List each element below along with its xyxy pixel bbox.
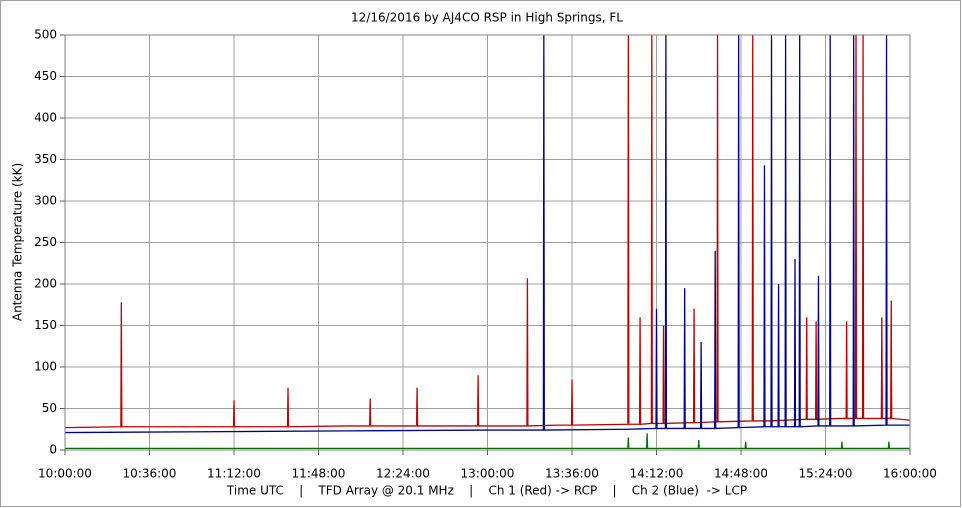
y-tick-label: 250 bbox=[34, 235, 57, 249]
y-tick-label: 450 bbox=[34, 69, 57, 83]
y-tick-label: 200 bbox=[34, 277, 57, 291]
x-axis-label: Time UTC | TFD Array @ 20.1 MHz | Ch 1 (… bbox=[226, 484, 747, 498]
x-tick-label: 15:24:00 bbox=[799, 467, 853, 481]
x-tick-label: 12:24:00 bbox=[376, 467, 430, 481]
x-tick-label: 13:36:00 bbox=[545, 467, 599, 481]
x-tick-label: 10:36:00 bbox=[123, 467, 177, 481]
x-tick-label: 11:48:00 bbox=[292, 467, 346, 481]
y-axis-label: Antenna Temperature (kK) bbox=[11, 163, 25, 321]
y-tick-label: 300 bbox=[34, 194, 57, 208]
y-tick-label: 400 bbox=[34, 111, 57, 125]
x-tick-label: 14:48:00 bbox=[714, 467, 768, 481]
y-tick-label: 100 bbox=[34, 360, 57, 374]
series-line bbox=[65, 35, 910, 429]
x-tick-label: 11:12:00 bbox=[207, 467, 261, 481]
y-tick-label: 150 bbox=[34, 318, 57, 332]
y-tick-label: 50 bbox=[42, 401, 57, 415]
series-line bbox=[65, 433, 910, 449]
y-tick-label: 0 bbox=[49, 443, 57, 457]
x-tick-label: 16:00:00 bbox=[883, 467, 937, 481]
series-line bbox=[65, 35, 910, 434]
x-tick-label: 10:00:00 bbox=[38, 467, 92, 481]
x-tick-label: 14:12:00 bbox=[630, 467, 684, 481]
y-tick-label: 500 bbox=[34, 28, 57, 42]
x-tick-label: 13:00:00 bbox=[461, 467, 515, 481]
y-tick-label: 350 bbox=[34, 152, 57, 166]
chart-title: 12/16/2016 by AJ4CO RSP in High Springs,… bbox=[351, 11, 623, 25]
